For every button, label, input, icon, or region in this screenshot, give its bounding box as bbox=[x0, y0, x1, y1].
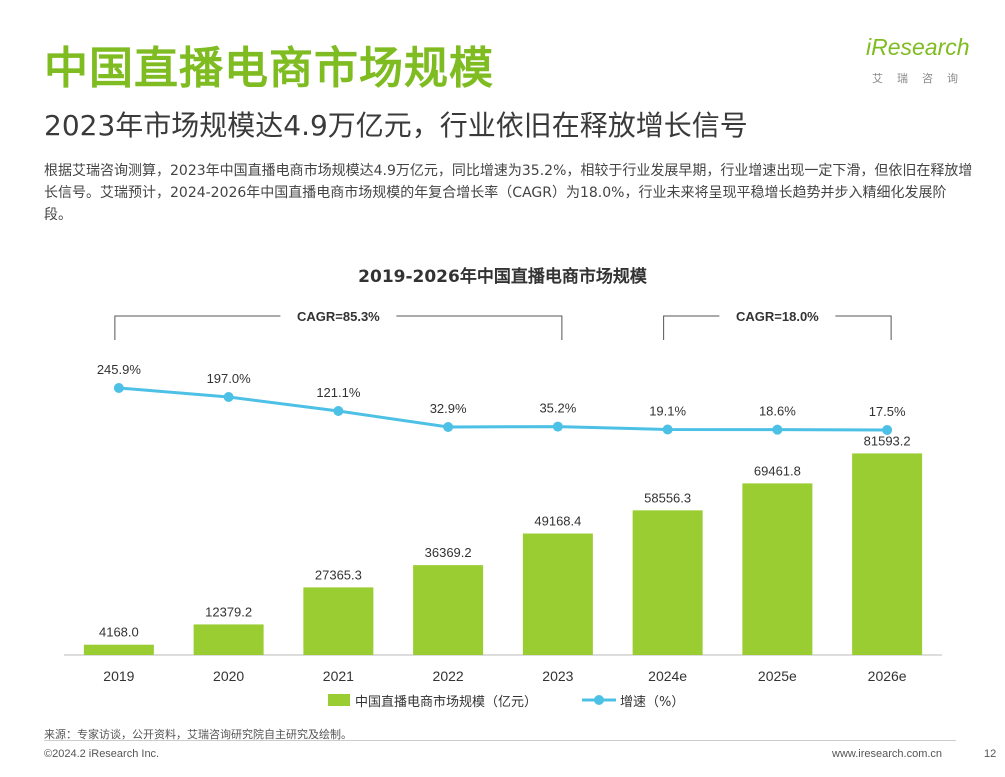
legend-line-label: 增速（%） bbox=[620, 695, 685, 710]
growth-point-2023 bbox=[552, 421, 563, 432]
growth-label-2022: 32.9% bbox=[430, 401, 467, 416]
bar-2024e bbox=[632, 510, 703, 655]
growth-point-2019 bbox=[113, 383, 124, 393]
iresearch-logo: iResearch 艾瑞咨询 bbox=[866, 28, 986, 94]
page-number: 12 bbox=[984, 748, 997, 760]
growth-label-2024e: 19.1% bbox=[649, 404, 686, 419]
summary-text: 根据艾瑞咨询测算，2023年中国直播电商市场规模达4.9万亿元，同比增速为35.… bbox=[44, 163, 973, 223]
x-tick-2019: 2019 bbox=[103, 668, 134, 684]
growth-point-2021 bbox=[333, 406, 344, 416]
growth-point-2026e bbox=[882, 425, 893, 435]
market-size-chart: 4168.0 2019 12379.2 2020 27365.3 2021 36369.2 2… bbox=[64, 309, 942, 684]
website-url: www.iresearch.com.cn bbox=[832, 748, 943, 760]
chart-title: 2019-2026年中国直播电商市场规模 bbox=[358, 267, 647, 287]
page-title: 中国直播电商市场规模 bbox=[44, 43, 494, 94]
bar-2019 bbox=[83, 644, 154, 655]
growth-label-2026e: 17.5% bbox=[869, 404, 906, 419]
bar-label-2020: 12379.2 bbox=[205, 604, 252, 619]
growth-point-2022 bbox=[443, 422, 454, 432]
bar-label-2024e: 58556.3 bbox=[644, 490, 691, 505]
growth-label-2023: 35.2% bbox=[539, 401, 576, 416]
x-tick-2023: 2023 bbox=[542, 668, 573, 684]
growth-point-2020 bbox=[223, 392, 234, 403]
logo-subtext: 艾瑞咨询 bbox=[872, 72, 972, 85]
x-tick-2026e: 2026e bbox=[868, 668, 907, 684]
legend-line-swatch bbox=[582, 695, 616, 705]
x-tick-2020: 2020 bbox=[213, 668, 244, 684]
bar-label-2021: 27365.3 bbox=[315, 567, 362, 582]
bar-label-2019: 4168.0 bbox=[99, 625, 139, 640]
page-subtitle: 2023年市场规模达4.9万亿元，行业依旧在释放增长信号 bbox=[44, 109, 748, 142]
growth-point-2024e bbox=[662, 424, 673, 435]
x-tick-2022: 2022 bbox=[433, 668, 464, 684]
bar-label-2026e: 81593.2 bbox=[864, 433, 911, 448]
footer-divider bbox=[44, 740, 956, 741]
legend-bar-label: 中国直播电商市场规模（亿元） bbox=[355, 695, 538, 710]
cagr-bracket-right-2 bbox=[835, 315, 892, 340]
source-note: 来源：专家访谈，公开资料，艾瑞咨询研究院自主研究及绘制。 bbox=[44, 728, 352, 741]
x-tick-2024e: 2024e bbox=[648, 668, 687, 684]
growth-point-2025e bbox=[772, 424, 783, 435]
cagr-label-2: CAGR=18.0% bbox=[736, 309, 819, 324]
x-tick-2021: 2021 bbox=[323, 668, 354, 684]
logo-wordmark: iResearch bbox=[866, 34, 970, 60]
cagr-bracket-left-1 bbox=[114, 315, 281, 340]
growth-label-2021: 121.1% bbox=[316, 385, 361, 400]
cagr-label-1: CAGR=85.3% bbox=[297, 309, 380, 324]
bar-label-2022: 36369.2 bbox=[425, 545, 472, 560]
growth-label-2020: 197.0% bbox=[207, 371, 252, 386]
bar-label-2025e: 69461.8 bbox=[754, 463, 801, 478]
bar-2023 bbox=[522, 533, 593, 655]
growth-label-2025e: 18.6% bbox=[759, 404, 796, 419]
bar-2026e bbox=[852, 453, 923, 655]
growth-label-2019: 245.9% bbox=[97, 362, 142, 377]
growth-line bbox=[118, 386, 888, 432]
cagr-bracket-left-2 bbox=[663, 315, 720, 340]
x-tick-2025e: 2025e bbox=[758, 668, 797, 684]
copyright: ©2024.2 iResearch Inc. bbox=[44, 748, 160, 760]
bar-2021 bbox=[303, 587, 374, 655]
bar-2020 bbox=[193, 624, 264, 655]
legend-bar-swatch bbox=[328, 694, 350, 706]
bar-2025e bbox=[742, 483, 813, 655]
bar-label-2023: 49168.4 bbox=[534, 514, 581, 529]
cagr-bracket-right-1 bbox=[396, 315, 563, 340]
bar-2022 bbox=[413, 565, 484, 655]
